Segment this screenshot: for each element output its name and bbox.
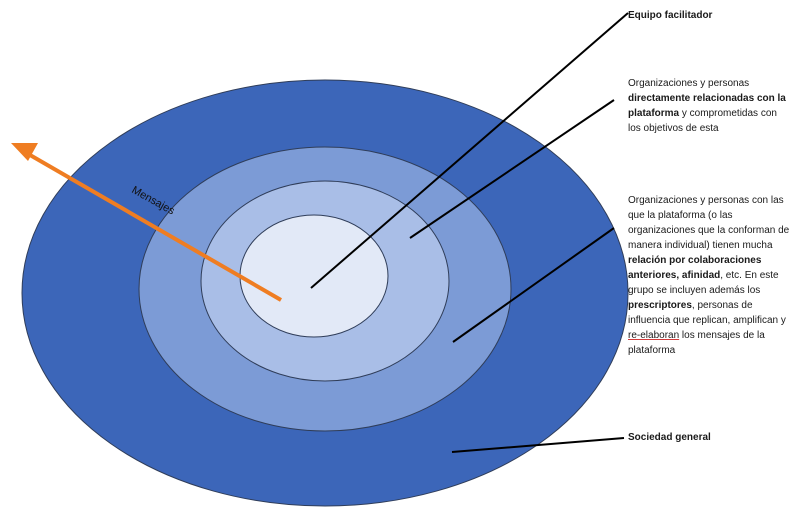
relacion-text-1: Organizaciones y personas con las que la…	[628, 195, 790, 251]
label-directamente-relacionadas: Organizaciones y personas directamente r…	[628, 76, 788, 136]
leader-line-equipo	[310, 12, 629, 289]
label-sociedad-general: Sociedad general	[628, 430, 711, 445]
relacion-bold-2: prescriptores	[628, 300, 692, 311]
directas-text-1: Organizaciones y personas	[628, 78, 750, 89]
label-equipo-facilitador: Equipo facilitador	[628, 8, 712, 23]
inner-circle-equipo-facilitador	[239, 214, 389, 338]
label-relacion-colaboraciones: Organizaciones y personas con las que la…	[628, 193, 793, 358]
relacion-text-2: , etc. En este grupo se incluyen además …	[628, 270, 779, 296]
relacion-underlined: re-elaboran	[628, 330, 680, 341]
label-equipo-text: Equipo facilitador	[628, 10, 713, 21]
leader-line-relacion	[452, 227, 615, 343]
directas-text-2: y comprometidas con los objetivos de est…	[628, 108, 777, 134]
mensajes-arrow-head	[11, 143, 38, 161]
mensajes-arrow-shaft	[28, 153, 283, 302]
directas-bold-1: directamente relacionadas con la platafo…	[628, 93, 786, 119]
relacion-text-3: , personas de influencia que replican, a…	[628, 300, 786, 326]
label-sociedad-text: Sociedad general	[628, 432, 711, 443]
leader-line-directas	[409, 99, 615, 239]
relacion-text-4: los mensajes de la plataforma	[628, 330, 765, 356]
relacion-bold-1: relación por colaboraciones anteriores, …	[628, 255, 762, 281]
leader-line-sociedad	[451, 437, 625, 453]
